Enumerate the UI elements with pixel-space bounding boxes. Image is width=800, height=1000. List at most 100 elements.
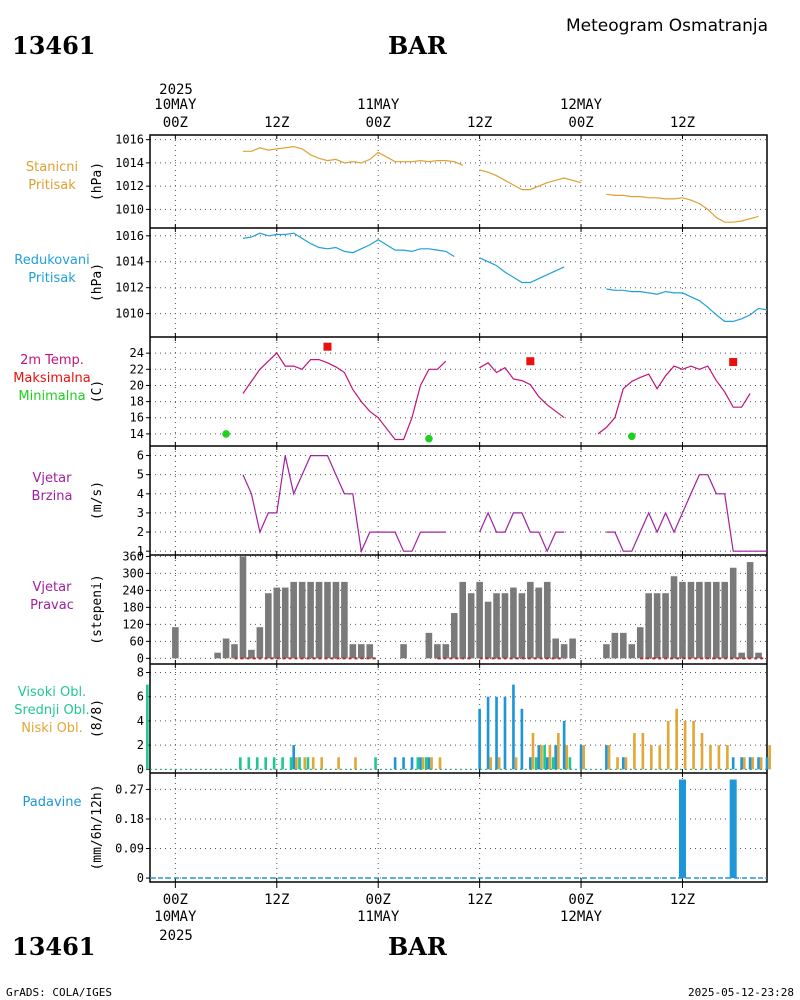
cloud-bar-high xyxy=(255,757,259,770)
axis-unit-label: (hPa) xyxy=(90,162,105,201)
cloud-bar-high xyxy=(534,757,538,770)
cloud-bar-low xyxy=(540,745,543,770)
wind-direction-bar xyxy=(214,652,221,659)
cloud-bar-mid xyxy=(393,757,397,770)
wind-direction-bar xyxy=(746,562,754,659)
y-tick-label: 1 xyxy=(137,544,144,558)
panel-label-temperature: 2m Temp. xyxy=(20,353,84,368)
y-tick-label: 1010 xyxy=(115,307,144,321)
y-tick-label: 60 xyxy=(130,634,144,648)
timestamp-label: 2025-05-12-23:28 xyxy=(688,986,794,999)
y-tick-label: 22 xyxy=(130,362,144,376)
temperature-line xyxy=(242,352,447,441)
cloud-bar-low xyxy=(742,757,746,770)
y-tick-label: 14 xyxy=(130,427,144,441)
panel-label-wind_direction: Pravac xyxy=(30,598,74,613)
wind-direction-bar xyxy=(400,644,407,659)
panel-label-clouds: Niski Obl. xyxy=(21,721,83,736)
wind-direction-bar xyxy=(738,652,745,659)
cloud-bar-low xyxy=(692,720,695,770)
year-label-top: 2025 xyxy=(159,82,193,98)
cloud-bar-high xyxy=(146,684,149,770)
hour-label-top: 00Z xyxy=(163,115,188,131)
wind-direction-bar xyxy=(290,581,297,659)
cloud-bar-low xyxy=(726,745,729,770)
precip-bar xyxy=(678,779,686,879)
cloud-bar-low xyxy=(666,720,670,770)
cloud-bar-high xyxy=(281,757,284,770)
y-tick-label: 4 xyxy=(137,714,144,728)
day-label-bottom: 12MAY xyxy=(560,909,603,925)
wind-direction-bar xyxy=(569,638,576,659)
wind-direction-bar xyxy=(265,593,272,659)
hour-label-bottom: 12Z xyxy=(264,892,289,908)
wind-direction-bar xyxy=(467,593,475,659)
cloud-bar-low xyxy=(514,757,518,770)
cloud-bar-low xyxy=(641,733,645,770)
day-label-bottom: 10MAY xyxy=(154,909,197,925)
y-tick-label: 1016 xyxy=(115,229,144,243)
cloud-bar-low xyxy=(683,720,687,770)
hour-label-bottom: 12Z xyxy=(467,892,492,908)
axis-unit-label: (8/8) xyxy=(90,699,105,738)
precip-bar xyxy=(729,779,737,879)
cloud-bar-low xyxy=(658,745,662,770)
y-tick-label: 6 xyxy=(137,449,144,463)
cloud-bar-mid xyxy=(545,757,549,770)
day-label-top: 10MAY xyxy=(154,97,197,113)
credit-label: GrADS: COLA/IGES xyxy=(6,986,112,999)
cloud-bar-high xyxy=(306,757,310,770)
cloud-bar-mid xyxy=(757,757,760,770)
axis-unit-label: (C) xyxy=(90,380,105,403)
wind-direction-bar xyxy=(679,581,686,659)
cloud-bar-mid xyxy=(486,696,490,770)
tmax-marker xyxy=(323,342,332,351)
cloud-bar-mid xyxy=(292,745,296,770)
cloud-bar-high xyxy=(551,757,555,770)
wind-direction-bar xyxy=(662,593,669,659)
wind-speed-line xyxy=(479,511,565,553)
wind-direction-bar xyxy=(324,581,331,659)
wind-direction-bar xyxy=(315,581,323,659)
wind-direction-bar xyxy=(358,644,365,659)
cloud-bar-low xyxy=(700,733,704,770)
wind-direction-bar xyxy=(543,581,551,659)
tmax-marker xyxy=(729,358,738,367)
axis-unit-label: (mm/6h/12h) xyxy=(90,784,105,870)
cloud-bar-mid xyxy=(520,708,524,770)
cloud-bar-high xyxy=(416,757,420,770)
wind-direction-bar xyxy=(239,556,247,659)
wind-direction-bar xyxy=(611,632,619,659)
cloud-bar-mid xyxy=(748,757,752,770)
cloud-bar-high xyxy=(424,757,428,770)
panel-label-station_pressure: Pritisak xyxy=(28,178,76,193)
y-tick-label: 2 xyxy=(137,738,144,752)
y-tick-label: 2 xyxy=(137,525,144,539)
cloud-bar-low xyxy=(607,745,611,770)
wind-direction-bar xyxy=(172,627,179,659)
cloud-bar-low xyxy=(303,757,307,770)
wind-direction-bar xyxy=(341,581,348,659)
wind-direction-bar xyxy=(248,649,255,659)
cloud-bar-mid xyxy=(765,757,769,770)
wind-direction-bar xyxy=(442,644,450,659)
cloud-bar-low xyxy=(768,745,771,770)
wind-direction-bar xyxy=(603,644,610,659)
cloud-bar-low xyxy=(751,757,755,770)
y-tick-label: 360 xyxy=(122,549,144,563)
cloud-bar-mid xyxy=(402,757,405,770)
wind-direction-bar xyxy=(653,593,661,659)
cloud-bar-low xyxy=(489,757,493,770)
wind-direction-bar xyxy=(535,587,543,659)
panel-label-temperature: Minimalna xyxy=(18,389,85,404)
panel-label-station_pressure: Stanicni xyxy=(26,160,78,175)
cloud-bar-low xyxy=(337,757,340,770)
cloud-bar-low xyxy=(531,733,535,770)
wind-direction-bar xyxy=(222,638,230,659)
plot-frame xyxy=(149,134,768,883)
y-tick-label: 1012 xyxy=(115,179,144,193)
wind-direction-bar xyxy=(273,587,281,659)
y-tick-label: 120 xyxy=(122,617,144,631)
y-tick-label: 3 xyxy=(137,506,144,520)
y-tick-label: 1016 xyxy=(115,133,144,147)
